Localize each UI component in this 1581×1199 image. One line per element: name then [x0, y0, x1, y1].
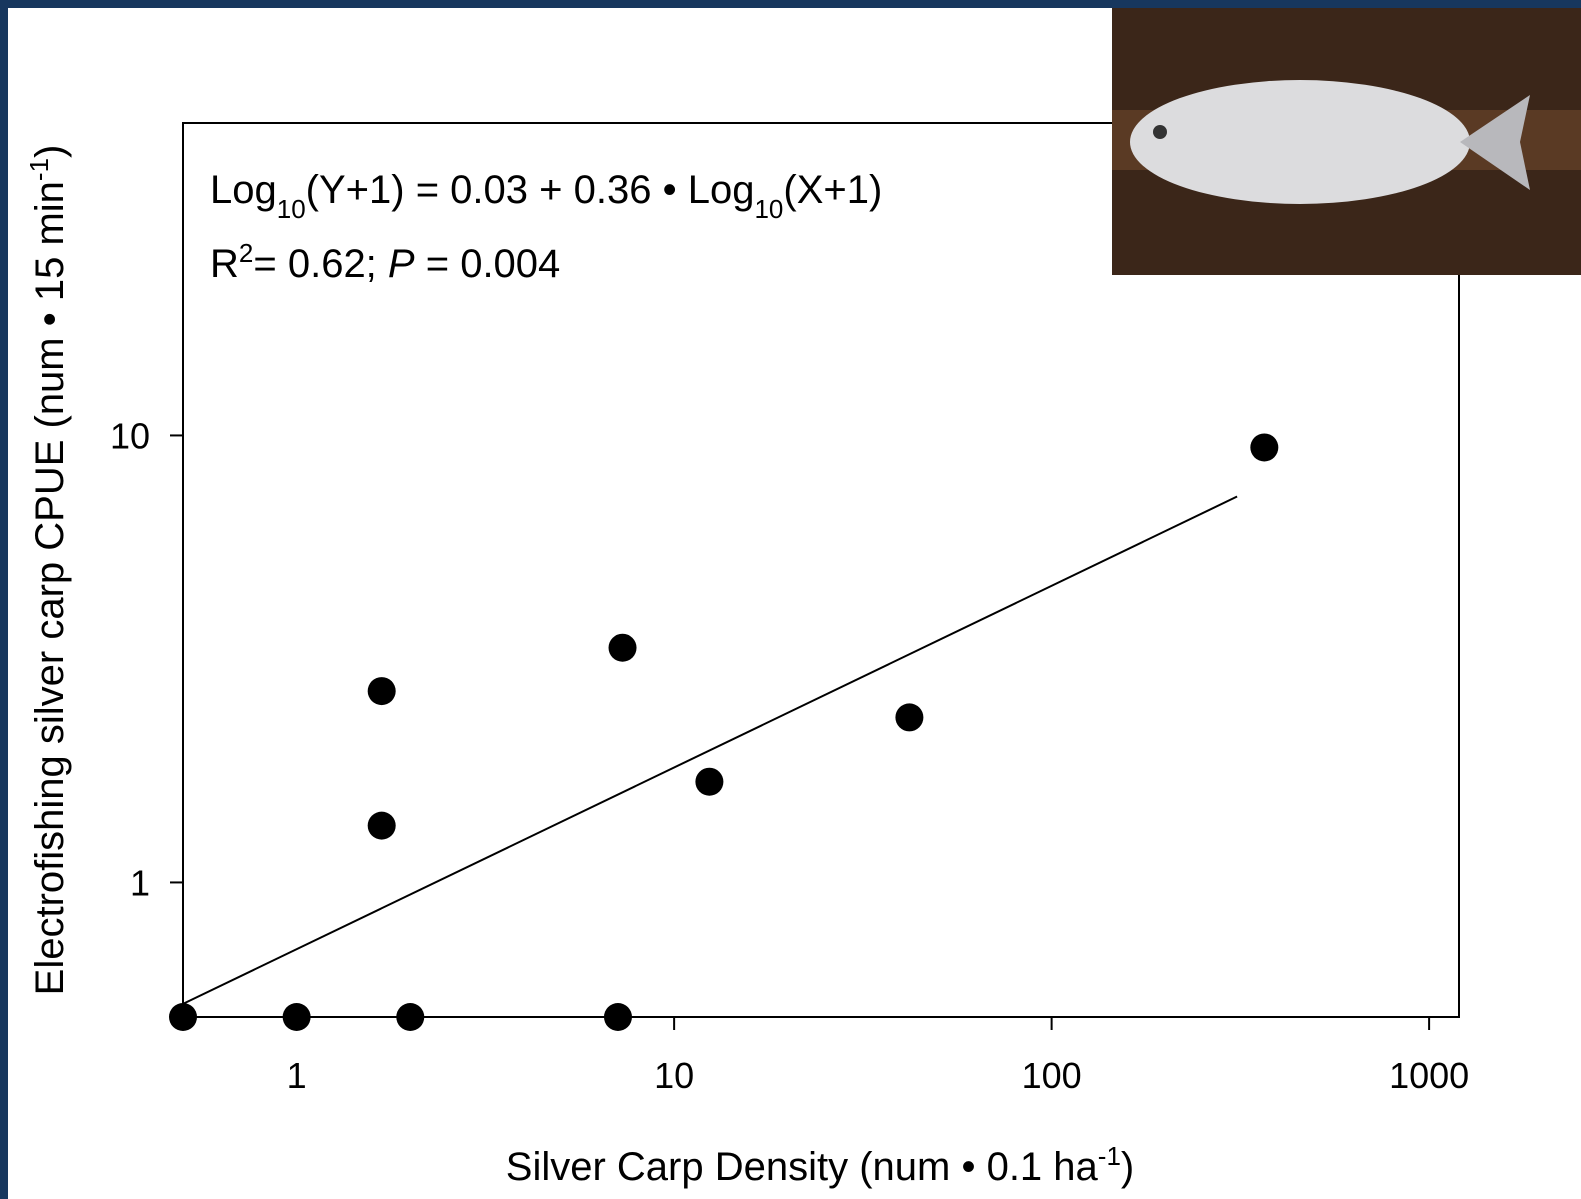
y-tick-label: 1 — [130, 862, 150, 903]
y-axis-label: Electrofishing silver carp CPUE (num • 1… — [24, 145, 72, 996]
x-label-part: Silver Carp Density (num • 0.1 ha — [506, 1145, 1099, 1189]
y-label-part: ) — [28, 145, 72, 158]
y-label-superscript: -1 — [24, 158, 54, 181]
x-axis-label: Silver Carp Density (num • 0.1 ha-1) — [506, 1141, 1134, 1189]
plot-frame — [182, 122, 1460, 1018]
point — [367, 677, 396, 706]
point — [282, 1003, 311, 1031]
fish-body — [1130, 80, 1470, 204]
trend-line — [182, 495, 1238, 1005]
stats-part: = 0.004 — [415, 242, 561, 286]
point — [695, 767, 724, 796]
point — [895, 703, 924, 732]
fish-photo — [1112, 8, 1581, 275]
x-tick-label: 100 — [1022, 1055, 1082, 1096]
x-tick-label: 10 — [654, 1055, 694, 1096]
stats-superscript: 2 — [239, 238, 253, 268]
point — [608, 633, 637, 662]
equation-subscript: 10 — [754, 194, 783, 224]
equation-part: (X+1) — [783, 168, 882, 212]
stats: R2= 0.62; P = 0.004 — [210, 238, 560, 286]
x-label-superscript: -1 — [1098, 1141, 1121, 1171]
fish-eye — [1153, 125, 1167, 139]
equation-subscript: 10 — [277, 194, 306, 224]
equation-part: (Y+1) = 0.03 + 0.36 • Log — [306, 168, 755, 212]
point — [396, 1003, 425, 1031]
stats-part: P — [388, 242, 415, 286]
x-label-part: ) — [1121, 1145, 1134, 1189]
stats-part: = 0.62; — [253, 242, 388, 286]
x-tick-label: 1 — [287, 1055, 307, 1096]
point — [367, 811, 396, 840]
point — [1250, 433, 1279, 462]
y-label-part: Electrofishing silver carp CPUE (num • 1… — [28, 181, 72, 995]
stats-part: R — [210, 242, 239, 286]
y-tick-label: 10 — [110, 415, 150, 456]
point — [169, 1003, 197, 1031]
fish-tail — [1460, 95, 1530, 190]
x-tick-label: 1000 — [1389, 1055, 1469, 1096]
point — [603, 1003, 632, 1031]
equation: Log10(Y+1) = 0.03 + 0.36 • Log10(X+1) — [210, 168, 882, 224]
equation-part: Log — [210, 168, 277, 212]
